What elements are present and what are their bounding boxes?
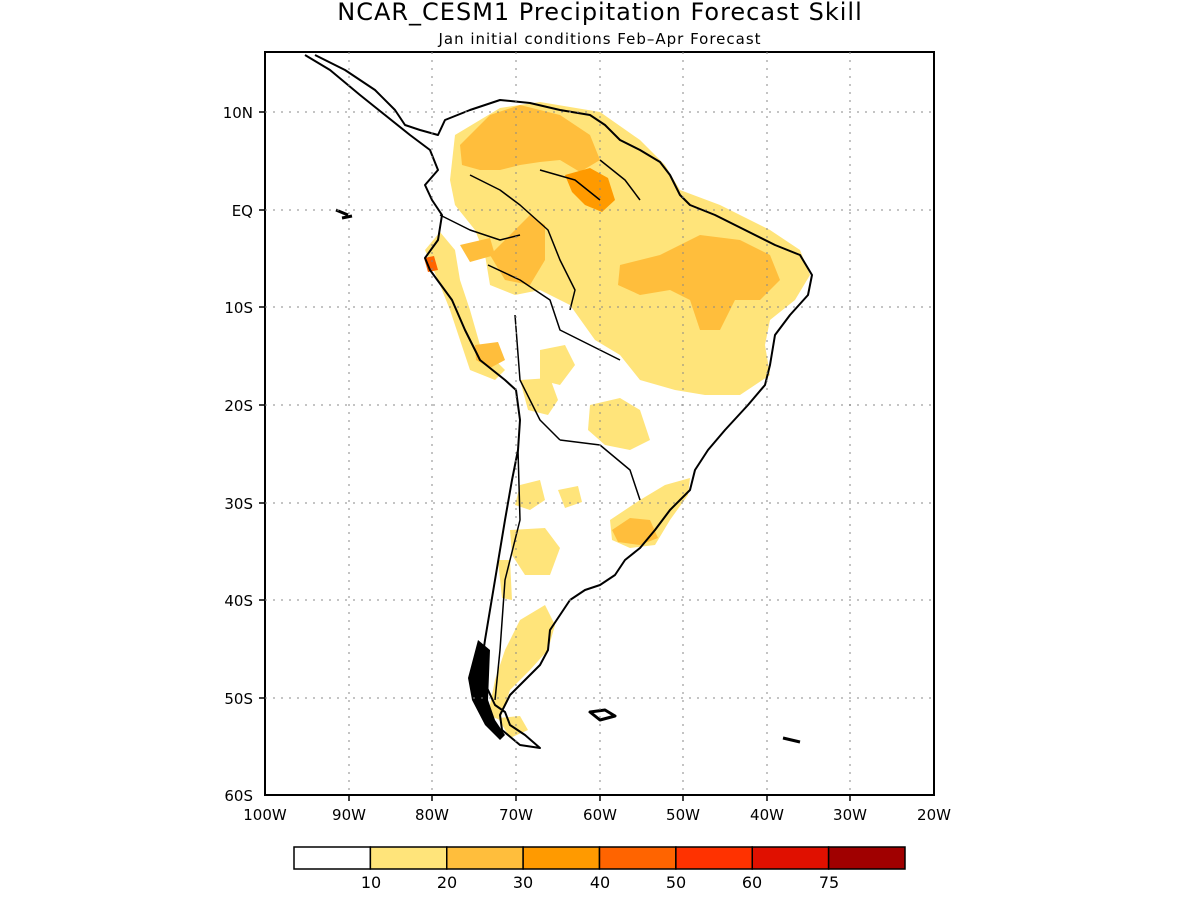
colorbar-label: 20 (437, 873, 457, 892)
colorbar-swatch (598, 846, 677, 870)
skill-region (424, 256, 438, 272)
lat-tick-label: 20S (224, 397, 253, 415)
lat-tick-label: 30S (224, 495, 253, 513)
skill-region (488, 605, 555, 720)
lon-axis: 100W 90W 80W 70W 60W 50W 40W 30W 20W (243, 795, 951, 824)
colorbar: 10 20 30 40 50 60 75 (293, 846, 906, 892)
lon-tick-label: 20W (917, 806, 951, 824)
lat-tick-label: 10N (223, 104, 253, 122)
colorbar-swatch (827, 846, 906, 870)
lon-tick-label: 70W (499, 806, 533, 824)
skill-region (520, 378, 558, 415)
skill-region (558, 486, 582, 508)
skill-region (540, 345, 575, 385)
lon-tick-label: 50W (666, 806, 700, 824)
map-subtitle: Jan initial conditions Feb–Apr Forecast (437, 30, 761, 48)
galapagos (335, 208, 353, 220)
map-title: NCAR_CESM1 Precipitation Forecast Skill (337, 0, 863, 26)
colorbar-label: 60 (742, 873, 762, 892)
skill-region (490, 215, 545, 285)
colorbar-label: 10 (361, 873, 381, 892)
colorbar-swatches (293, 846, 906, 870)
lat-tick-label: 60S (224, 787, 253, 805)
skill-region (565, 168, 615, 212)
colorbar-swatch (446, 846, 524, 870)
skill-region (618, 235, 780, 330)
lon-tick-label: 60W (583, 806, 617, 824)
lat-tick-label: EQ (232, 202, 253, 220)
lat-tick-label: 10S (224, 299, 253, 317)
chile-archipelago (468, 640, 505, 740)
skill-region (425, 232, 505, 380)
colorbar-swatch (751, 846, 830, 870)
colorbar-swatch (675, 846, 753, 870)
colorbar-label: 50 (666, 873, 686, 892)
colorbar-swatch (522, 846, 601, 870)
south-georgia (782, 736, 801, 744)
lon-tick-label: 40W (750, 806, 784, 824)
skill-region (460, 238, 495, 262)
lat-tick-label: 50S (224, 690, 253, 708)
lon-tick-label: 90W (332, 806, 366, 824)
lon-tick-label: 100W (243, 806, 287, 824)
colorbar-label: 40 (590, 873, 610, 892)
colorbar-swatch (293, 846, 372, 870)
falkland-islands (588, 708, 617, 722)
colorbar-label: 75 (819, 873, 839, 892)
country-borders (439, 159, 641, 701)
lat-axis: 10N EQ 10S 20S 30S 40S 50S 60S (223, 104, 265, 805)
colorbar-label: 30 (513, 873, 533, 892)
lat-tick-label: 40S (224, 592, 253, 610)
skill-region (588, 398, 650, 450)
skill-region (510, 528, 560, 575)
lon-tick-label: 30W (833, 806, 867, 824)
lon-tick-label: 80W (415, 806, 449, 824)
skill-region (460, 105, 600, 172)
skill-region (612, 518, 658, 545)
colorbar-swatch (369, 846, 448, 870)
